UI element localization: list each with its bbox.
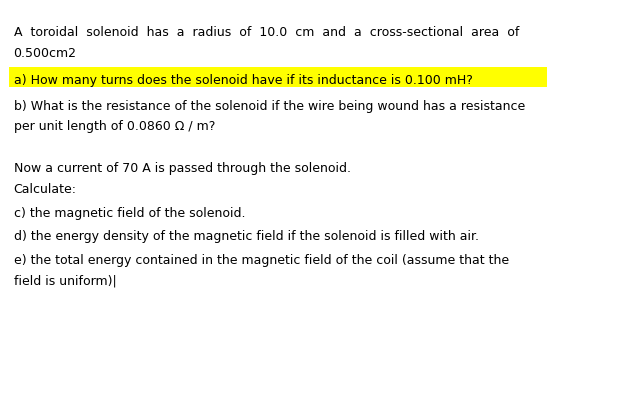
Text: d) the energy density of the magnetic field if the solenoid is filled with air.: d) the energy density of the magnetic fi…: [14, 229, 479, 242]
Text: b) What is the resistance of the solenoid if the wire being wound has a resistan: b) What is the resistance of the solenoi…: [14, 100, 525, 113]
Text: A  toroidal  solenoid  has  a  radius  of  10.0  cm  and  a  cross-sectional  ar: A toroidal solenoid has a radius of 10.0…: [14, 26, 519, 39]
Bar: [9, 68, 547, 87]
Text: e) the total energy contained in the magnetic field of the coil (assume that the: e) the total energy contained in the mag…: [14, 253, 508, 266]
Text: field is uniform)|: field is uniform)|: [14, 274, 117, 287]
Text: a) How many turns does the solenoid have if its inductance is 0.100 mH?: a) How many turns does the solenoid have…: [14, 74, 473, 87]
Text: Now a current of 70 A is passed through the solenoid.: Now a current of 70 A is passed through …: [14, 162, 350, 175]
Text: 0.500cm2: 0.500cm2: [14, 47, 77, 59]
Text: Calculate:: Calculate:: [14, 183, 77, 196]
Text: per unit length of 0.0860 Ω / m?: per unit length of 0.0860 Ω / m?: [14, 120, 215, 133]
Text: c) the magnetic field of the solenoid.: c) the magnetic field of the solenoid.: [14, 206, 245, 219]
